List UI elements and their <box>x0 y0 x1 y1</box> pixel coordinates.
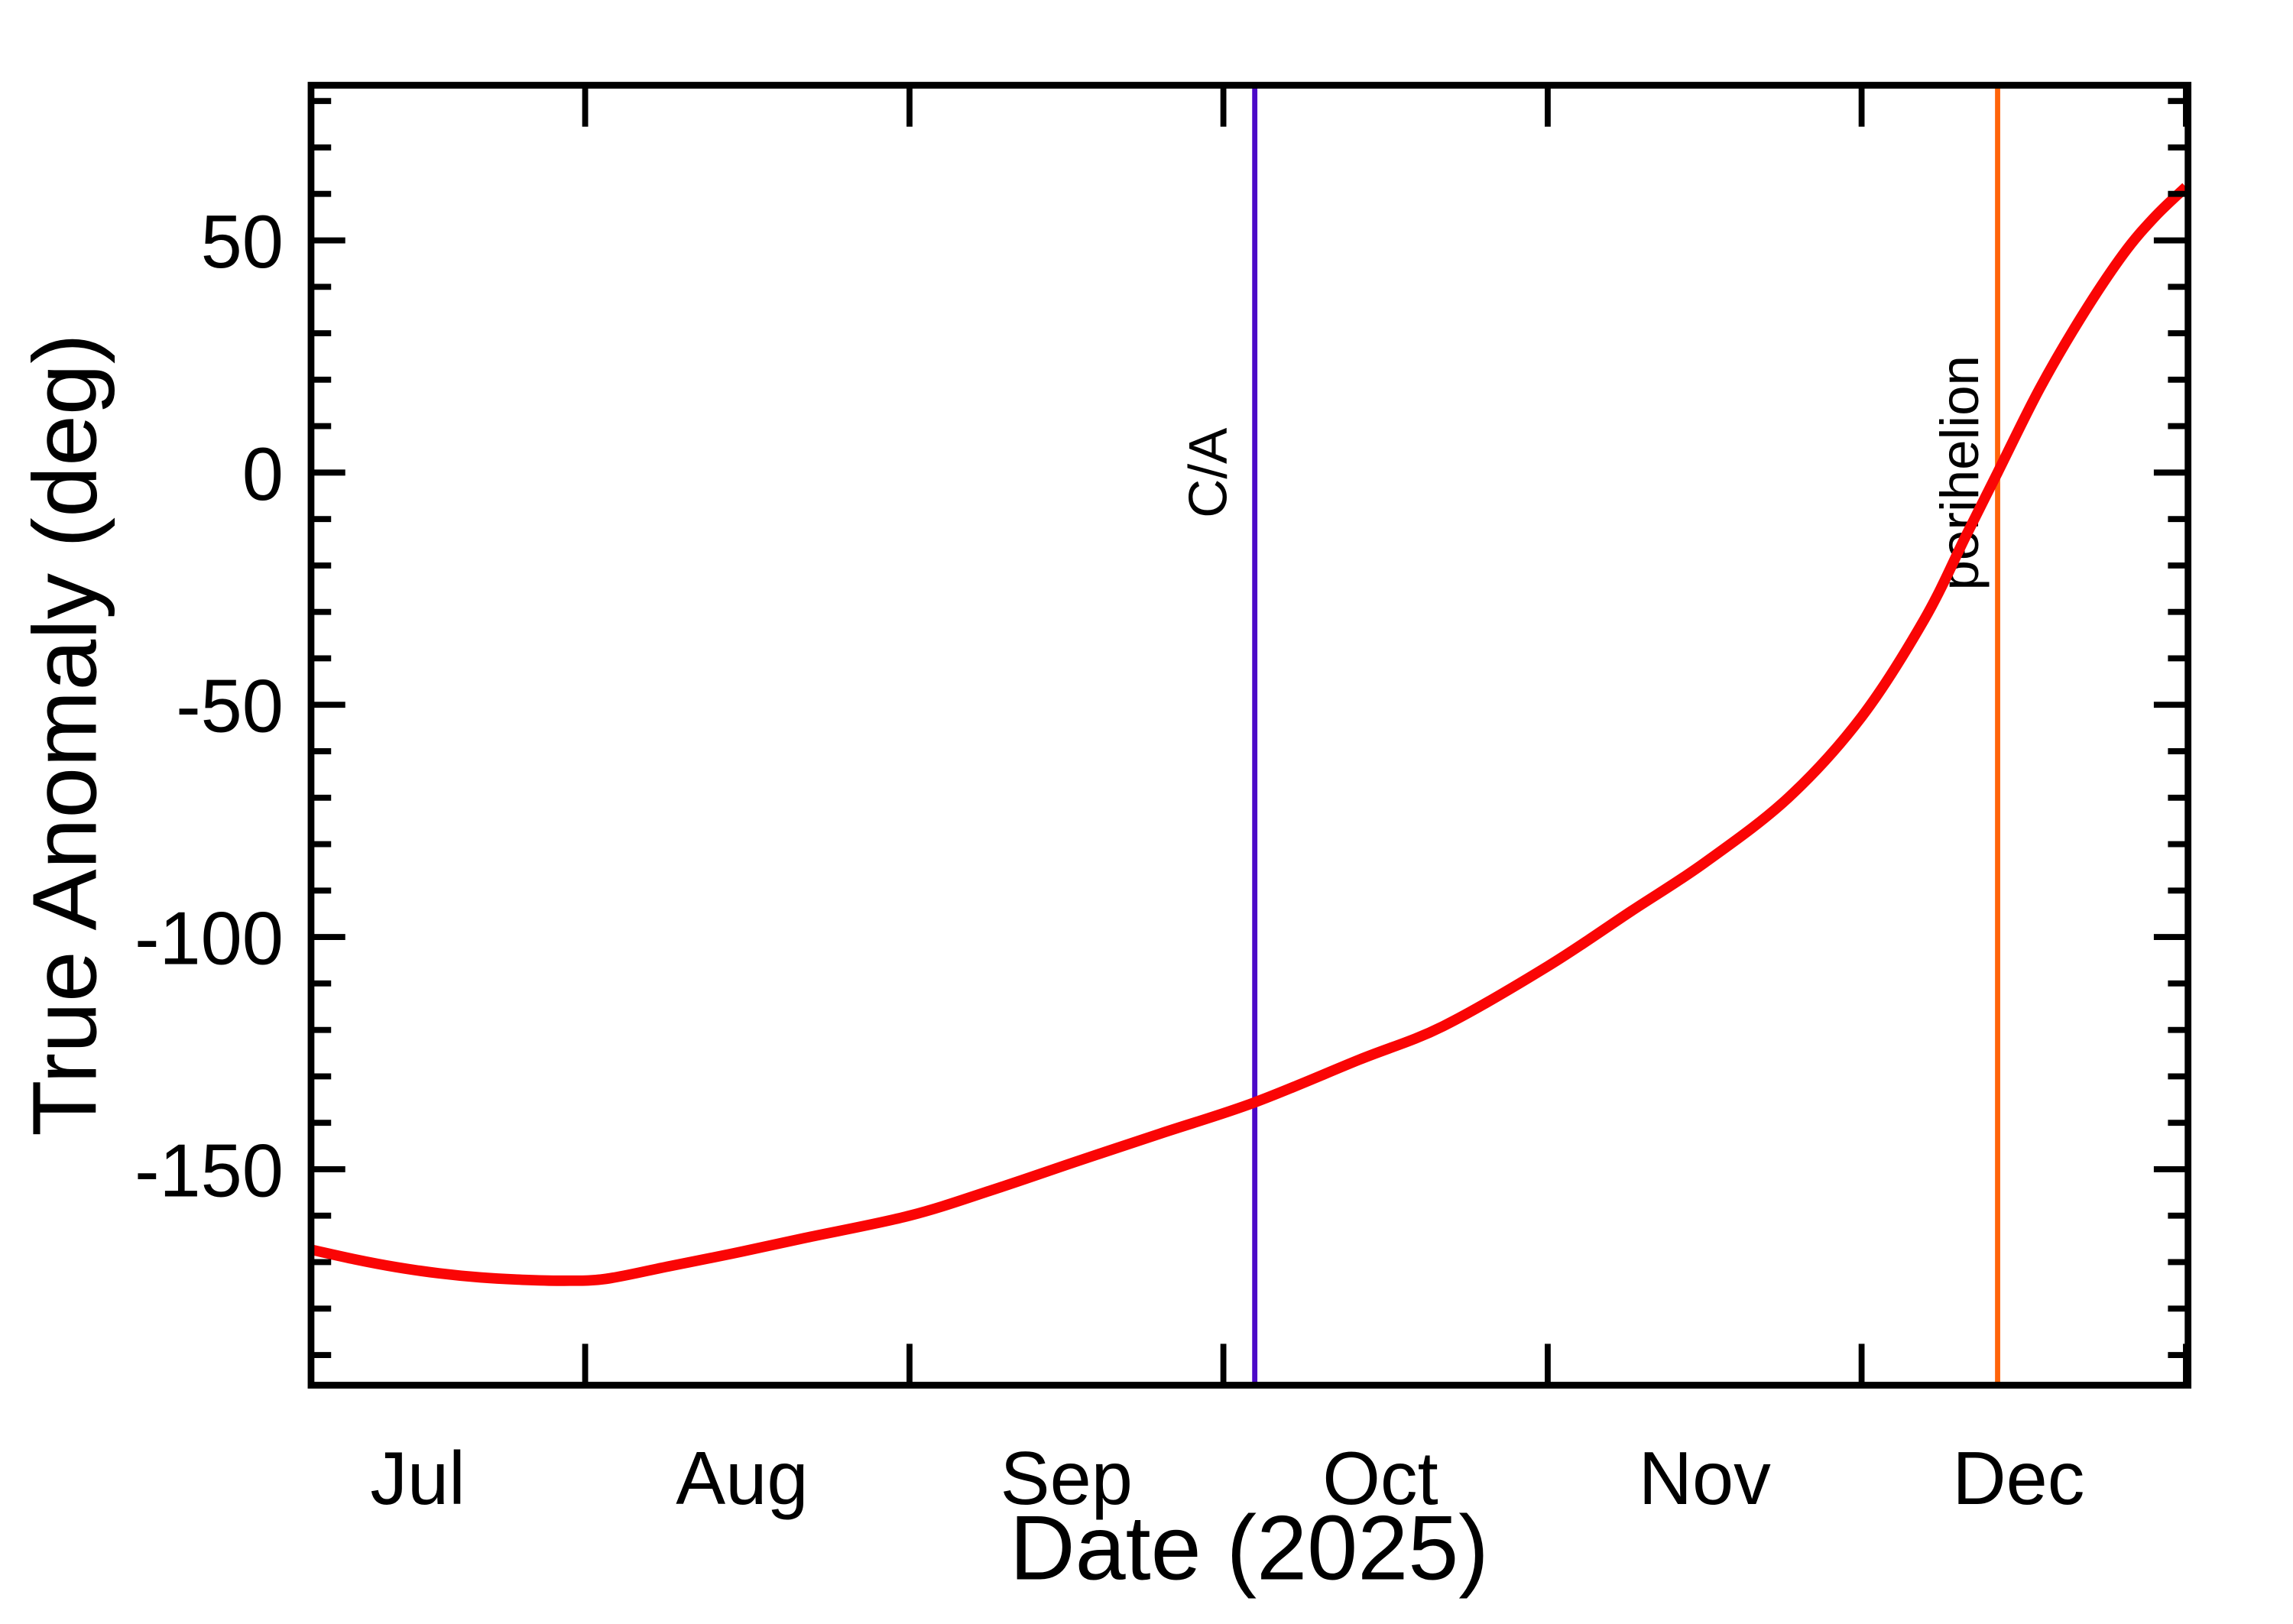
y-axis-tick-label: -50 <box>176 663 284 748</box>
x-axis-month-label: Aug <box>676 1436 808 1521</box>
y-axis-tick-label: 50 <box>201 199 284 284</box>
x-axis-month-label: Oct <box>1322 1436 1438 1521</box>
series-curve-true-anomaly <box>310 183 2188 1286</box>
x-axis-month-label: Sep <box>1001 1436 1133 1521</box>
chart-canvas: C/A perihelion 50 0 -50 -100 -150 Jul Aug Sep Oct… <box>31 82 2192 1600</box>
chart-figure: C/A perihelion 50 0 -50 -100 -150 Jul Aug Sep Oct… <box>31 12 2262 1612</box>
x-axis-month-label: Nov <box>1639 1436 1771 1521</box>
axes-layer <box>307 82 2192 1389</box>
tick-labels-layer: 50 0 -50 -100 -150 Jul Aug Sep Oct Nov Dec <box>135 199 2084 1520</box>
event-label-ca: C/A <box>1178 428 1238 518</box>
x-axis-title: Date (2025) <box>1010 1497 1489 1600</box>
y-axis-title: True Anomaly (deg) <box>31 333 115 1136</box>
y-axis-tick-label: -150 <box>135 1128 284 1213</box>
plot-border <box>307 82 2192 1389</box>
y-axis-tick-label: -100 <box>135 896 284 981</box>
x-axis-month-label: Dec <box>1952 1436 2084 1521</box>
series-layer <box>310 183 2188 1286</box>
x-axis-month-label: Jul <box>370 1436 465 1521</box>
event-lines-layer: C/A perihelion <box>1178 88 2000 1383</box>
y-axis-tick-label: 0 <box>242 431 284 516</box>
